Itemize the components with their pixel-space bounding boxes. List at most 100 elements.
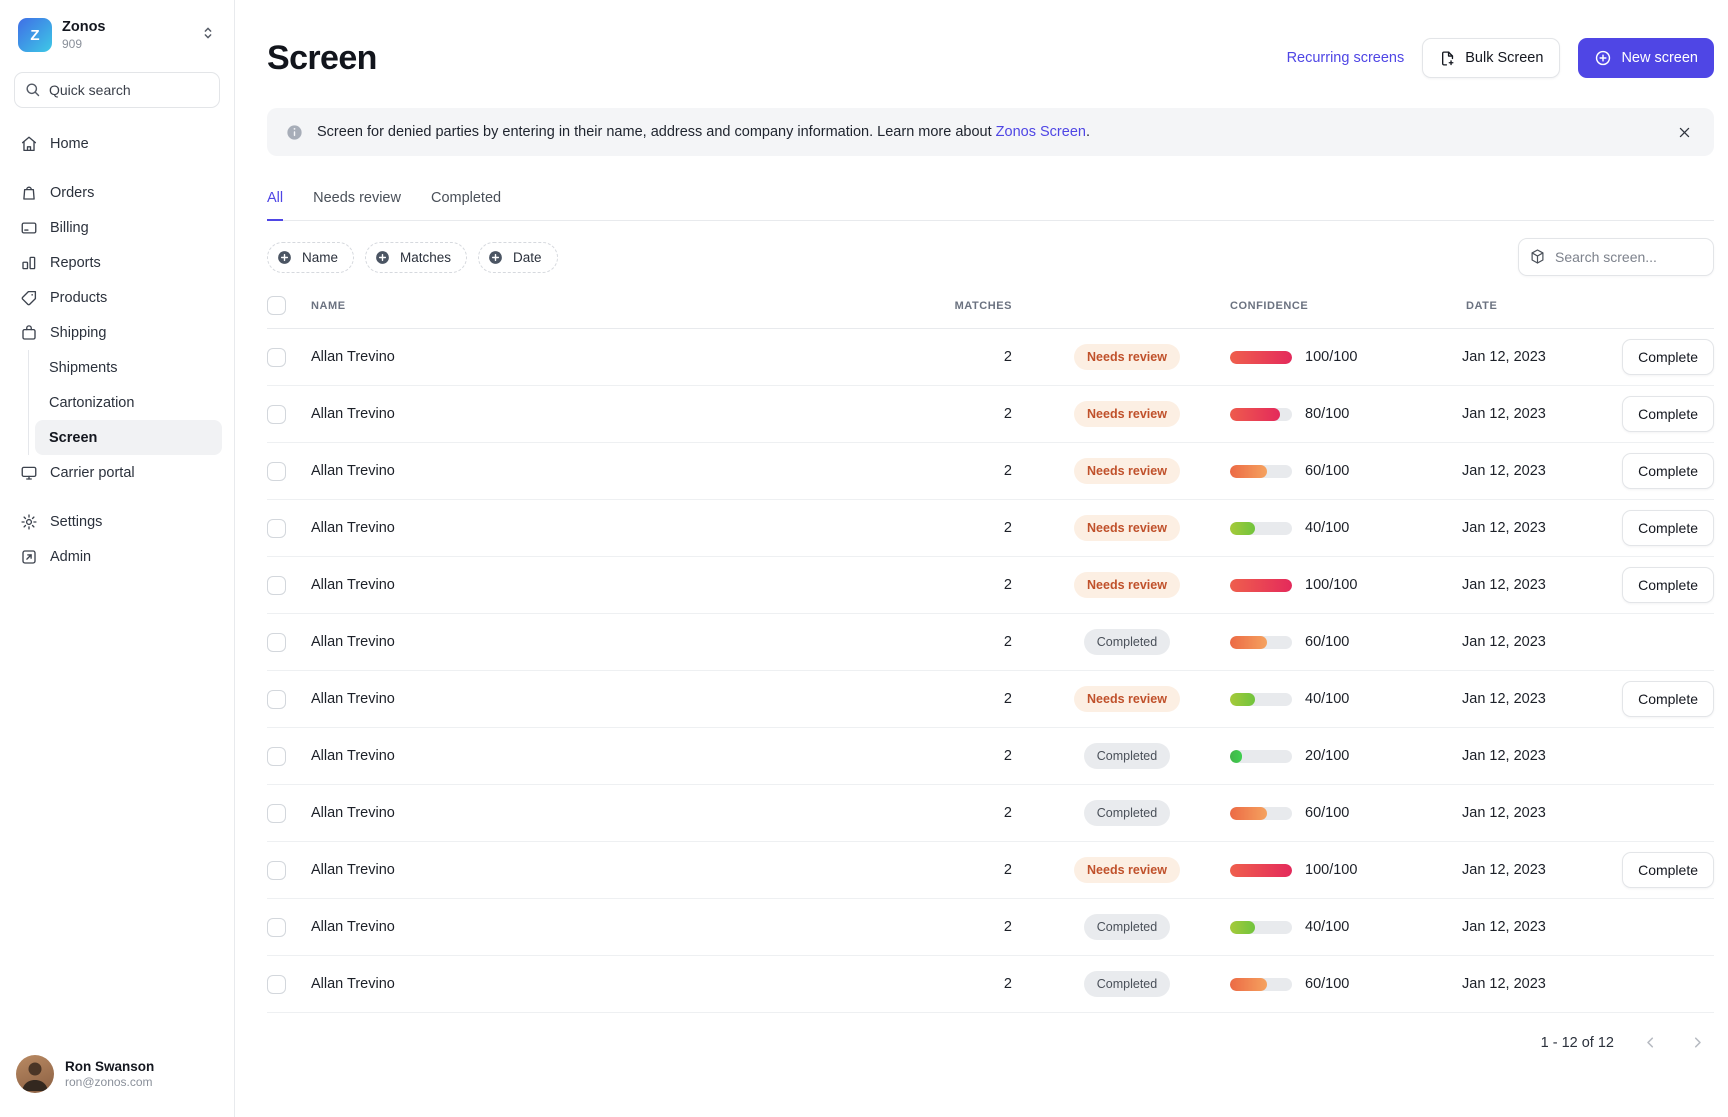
row-date: Jan 12, 2023 [1462, 691, 1614, 707]
row-checkbox[interactable] [267, 861, 286, 880]
row-checkbox[interactable] [267, 804, 286, 823]
table-row: Allan Trevino 2 Needs review 40/100 Jan … [267, 500, 1714, 557]
search-screen [1518, 238, 1714, 276]
next-page-icon[interactable] [1687, 1032, 1708, 1053]
sidebar-item-products[interactable]: Products [12, 280, 222, 315]
row-name: Allan Trevino [311, 634, 940, 650]
banner-close-icon[interactable] [1673, 121, 1696, 144]
complete-button[interactable]: Complete [1622, 339, 1714, 375]
row-date: Jan 12, 2023 [1462, 919, 1614, 935]
row-checkbox[interactable] [267, 462, 286, 481]
zonos-screen-link[interactable]: Zonos Screen [996, 124, 1086, 140]
complete-button[interactable]: Complete [1622, 681, 1714, 717]
complete-button[interactable]: Complete [1622, 852, 1714, 888]
complete-button[interactable]: Complete [1622, 510, 1714, 546]
confidence-score: 60/100 [1305, 634, 1349, 650]
user-menu[interactable]: Ron Swanson ron@zonos.com [12, 1049, 222, 1099]
sidebar-item-label: Screen [49, 430, 97, 446]
confidence-score: 40/100 [1305, 919, 1349, 935]
confidence-bar-fill [1230, 522, 1255, 535]
column-header-date: DATE [1462, 300, 1614, 312]
row-checkbox[interactable] [267, 519, 286, 538]
status-badge: Completed [1084, 629, 1170, 655]
confidence-bar-fill [1230, 408, 1280, 421]
sidebar-item-label: Settings [50, 514, 102, 530]
sidebar-item-label: Carrier portal [50, 465, 135, 481]
file-plus-icon [1439, 50, 1456, 67]
sidebar-item-reports[interactable]: Reports [12, 245, 222, 280]
confidence-bar-track [1230, 522, 1292, 535]
tab-needs-review[interactable]: Needs review [313, 190, 401, 221]
confidence-cell: 100/100 [1230, 577, 1462, 593]
sidebar-item-settings[interactable]: Settings [12, 504, 222, 539]
table-row: Allan Trevino 2 Needs review 80/100 Jan … [267, 386, 1714, 443]
sidebar-item-admin[interactable]: Admin [12, 539, 222, 574]
confidence-bar-fill [1230, 864, 1292, 877]
tab-completed[interactable]: Completed [431, 190, 501, 221]
filter-matches-label: Matches [400, 250, 451, 265]
sidebar-item-label: Home [50, 136, 89, 152]
select-all-checkbox[interactable] [267, 296, 286, 315]
confidence-score: 100/100 [1305, 862, 1357, 878]
bulk-screen-button[interactable]: Bulk Screen [1422, 38, 1560, 78]
row-checkbox[interactable] [267, 975, 286, 994]
row-checkbox[interactable] [267, 690, 286, 709]
org-switcher[interactable]: Z Zonos 909 [12, 14, 222, 56]
app-root: Z Zonos 909 Home Orders [0, 0, 1728, 1117]
complete-button[interactable]: Complete [1622, 396, 1714, 432]
confidence-bar-track [1230, 636, 1292, 649]
row-matches: 2 [940, 862, 1024, 878]
row-checkbox[interactable] [267, 633, 286, 652]
org-text: Zonos 909 [62, 19, 190, 52]
confidence-bar-fill [1230, 750, 1242, 763]
row-checkbox[interactable] [267, 918, 286, 937]
sidebar-item-orders[interactable]: Orders [12, 175, 222, 210]
banner-text: Screen for denied parties by entering in… [317, 124, 1090, 140]
products-tag-icon [20, 289, 38, 307]
quick-search-input[interactable] [14, 72, 220, 108]
prev-page-icon[interactable] [1640, 1032, 1661, 1053]
recurring-screens-link[interactable]: Recurring screens [1287, 50, 1405, 66]
shipping-box-icon [20, 324, 38, 342]
info-banner: Screen for denied parties by entering in… [267, 108, 1714, 156]
sidebar-item-home[interactable]: Home [12, 126, 222, 161]
new-screen-button[interactable]: New screen [1578, 38, 1714, 78]
row-checkbox[interactable] [267, 405, 286, 424]
filter-date-pill[interactable]: Date [478, 242, 558, 273]
filter-name-pill[interactable]: Name [267, 242, 354, 273]
confidence-score: 100/100 [1305, 577, 1357, 593]
table-header: NAME MATCHES CONFIDENCE DATE [267, 288, 1714, 329]
sidebar-item-label: Shipments [49, 360, 118, 376]
pagination-label: 1 - 12 of 12 [1541, 1035, 1614, 1051]
row-checkbox[interactable] [267, 348, 286, 367]
sidebar-item-carrier-portal[interactable]: Carrier portal [12, 455, 222, 490]
row-checkbox[interactable] [267, 747, 286, 766]
confidence-score: 40/100 [1305, 691, 1349, 707]
confidence-score: 60/100 [1305, 976, 1349, 992]
row-checkbox[interactable] [267, 576, 286, 595]
table-body: Allan Trevino 2 Needs review 100/100 Jan… [267, 329, 1714, 1013]
sidebar-item-cartonization[interactable]: Cartonization [35, 385, 222, 420]
table-row: Allan Trevino 2 Needs review 100/100 Jan… [267, 329, 1714, 386]
confidence-bar-track [1230, 351, 1292, 364]
search-screen-input[interactable] [1518, 238, 1714, 276]
sidebar-item-shipping[interactable]: Shipping [12, 315, 222, 350]
header-actions: Recurring screens Bulk Screen New screen [1287, 38, 1714, 78]
row-name: Allan Trevino [311, 976, 940, 992]
sidebar-item-shipments[interactable]: Shipments [35, 350, 222, 385]
home-icon [20, 135, 38, 153]
admin-external-icon [20, 548, 38, 566]
row-date: Jan 12, 2023 [1462, 976, 1614, 992]
filter-matches-pill[interactable]: Matches [365, 242, 467, 273]
sidebar-item-billing[interactable]: Billing [12, 210, 222, 245]
sidebar-item-screen[interactable]: Screen [35, 420, 222, 455]
confidence-bar-track [1230, 579, 1292, 592]
row-matches: 2 [940, 577, 1024, 593]
page-title: Screen [267, 39, 377, 78]
row-name: Allan Trevino [311, 691, 940, 707]
table-row: Allan Trevino 2 Completed 60/100 Jan 12,… [267, 956, 1714, 1013]
confidence-bar-fill [1230, 693, 1255, 706]
complete-button[interactable]: Complete [1622, 453, 1714, 489]
complete-button[interactable]: Complete [1622, 567, 1714, 603]
tab-all[interactable]: All [267, 190, 283, 221]
